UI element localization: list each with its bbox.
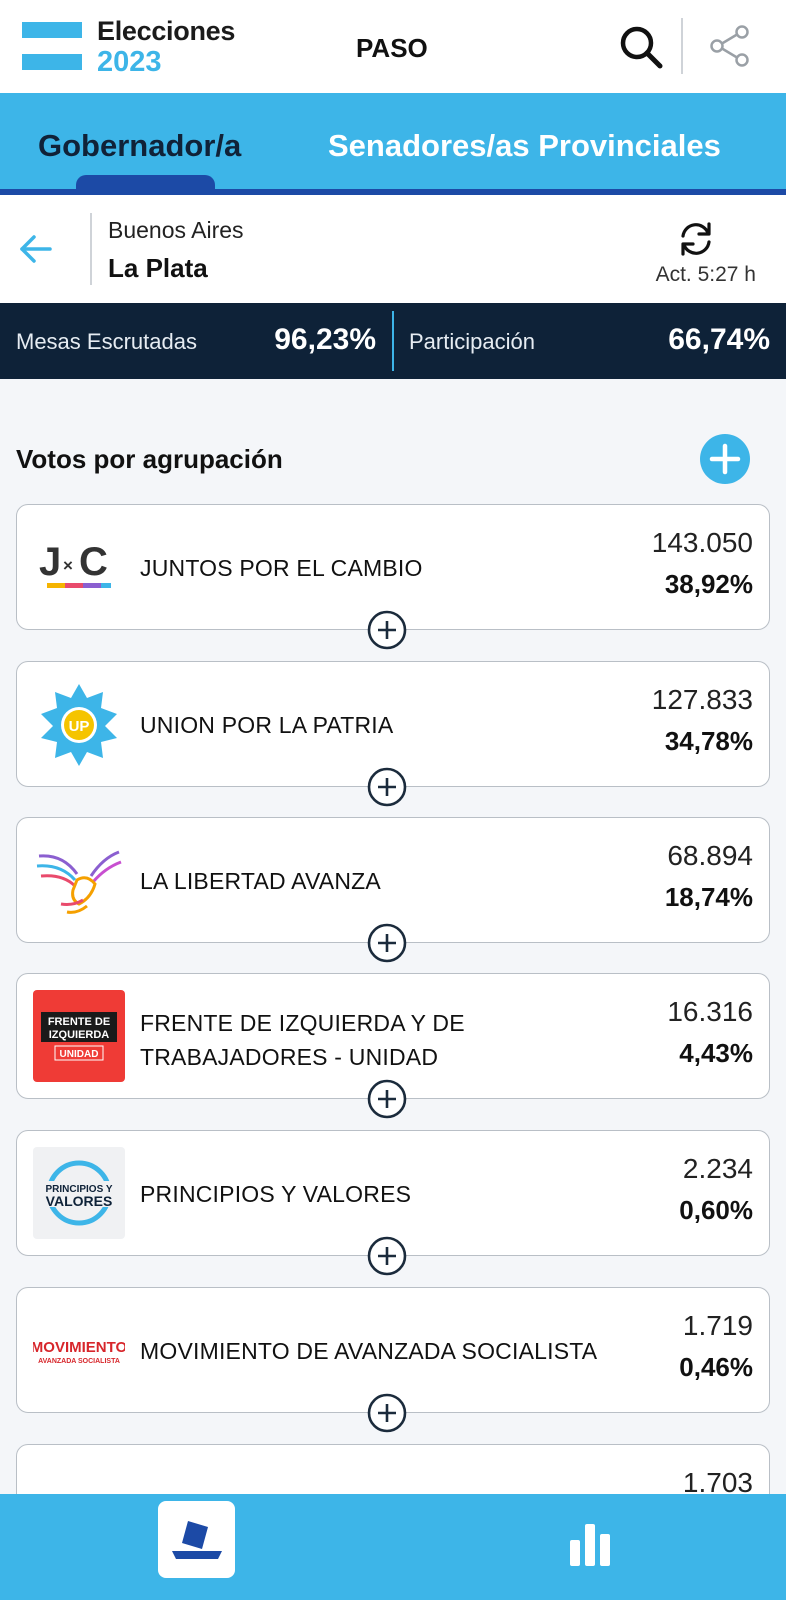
party-name: PRINCIPIOS Y VALORES: [140, 1181, 412, 1207]
svg-text:FRENTE DE: FRENTE DE: [48, 1016, 110, 1028]
party-votes: 68.894: [667, 840, 753, 871]
party-name: JUNTOS POR EL CAMBIO: [140, 555, 423, 581]
party-card[interactable]: FRENTE DE IZQUIERDA UNIDAD FRENTE DE IZQ…: [16, 973, 770, 1119]
party-votes: 1.703: [682, 1467, 753, 1498]
refresh-icon[interactable]: [676, 221, 716, 257]
svg-text:UP: UP: [69, 718, 90, 735]
movimiento-avanzada-socialista-logo: MOVIMIENTO AVANZADA SOCIALISTA: [33, 1339, 125, 1365]
province-label: Buenos Aires: [108, 217, 244, 243]
party-votes: 16.316: [667, 996, 753, 1027]
party-card[interactable]: PRINCIPIOS Y VALORES PRINCIPIOS Y VALORE…: [16, 1130, 770, 1276]
add-circle-icon[interactable]: [700, 434, 750, 484]
location-row: Buenos Aires La Plata Act. 5:27 h: [0, 195, 786, 303]
party-votes: 1.719: [682, 1310, 753, 1341]
tab-underline: [0, 189, 786, 195]
party-percentage: 38,92%: [664, 569, 753, 599]
expand-plus-icon[interactable]: [367, 923, 407, 963]
party-card[interactable]: LA LIBERTAD AVANZA 68.894 18,74%: [16, 817, 770, 963]
party-card[interactable]: UP UNION POR LA PATRIA 127.833 34,78%: [16, 661, 770, 807]
mesas-value: 96,23%: [274, 323, 376, 356]
brand-title: Elecciones: [97, 16, 236, 46]
party-name: UNION POR LA PATRIA: [140, 712, 394, 738]
nav-ballot-button[interactable]: [158, 1501, 235, 1578]
svg-text:VALORES: VALORES: [46, 1193, 113, 1209]
svg-text:MOVIMIENTO: MOVIMIENTO: [33, 1339, 125, 1356]
mesas-label: Mesas Escrutadas: [16, 329, 197, 354]
frente-de-izquierda-logo: FRENTE DE IZQUIERDA UNIDAD: [33, 990, 125, 1082]
stats-divider: [392, 311, 394, 371]
svg-text:UNIDAD: UNIDAD: [60, 1049, 99, 1060]
bar-chart-icon[interactable]: [566, 1520, 614, 1568]
svg-text:C: C: [79, 540, 108, 584]
party-name-line2: TRABAJADORES - UNIDAD: [140, 1044, 439, 1070]
last-updated: Act. 5:27 h: [655, 263, 756, 286]
share-icon[interactable]: [708, 24, 752, 68]
participacion-label: Participación: [409, 329, 535, 354]
expand-plus-icon[interactable]: [367, 1393, 407, 1433]
expand-plus-icon[interactable]: [367, 1079, 407, 1119]
back-arrow-icon[interactable]: [18, 231, 54, 267]
stats-bar: Mesas Escrutadas 96,23% Participación 66…: [0, 303, 786, 379]
juntos-por-el-cambio-logo: J × C: [39, 540, 111, 588]
party-card[interactable]: MOVIMIENTO AVANZADA SOCIALISTA MOVIMIENT…: [16, 1287, 770, 1433]
svg-text:×: ×: [63, 556, 73, 575]
tab-bar: Gobernador/a Senadores/as Provinciales: [0, 93, 786, 189]
expand-plus-icon[interactable]: [367, 767, 407, 807]
party-votes: 143.050: [651, 527, 753, 558]
brand-year: 2023: [97, 46, 162, 78]
bottom-navigation: [0, 1494, 786, 1600]
party-percentage: 0,46%: [679, 1352, 753, 1382]
union-por-la-patria-logo: UP: [41, 684, 117, 766]
party-votes: 2.234: [682, 1153, 753, 1184]
party-percentage: 34,78%: [664, 726, 753, 756]
tab-gobernador[interactable]: Gobernador/a: [38, 128, 242, 163]
section-title: Votos por agrupación: [16, 444, 283, 474]
search-icon[interactable]: [618, 24, 664, 70]
party-name: FRENTE DE IZQUIERDA Y DE: [140, 1010, 465, 1036]
argentina-flag-logo: [22, 22, 82, 70]
svg-text:AVANZADA SOCIALISTA: AVANZADA SOCIALISTA: [38, 1358, 120, 1365]
top-bar: Elecciones 2023 PASO: [0, 0, 786, 93]
tab-senadores[interactable]: Senadores/as Provinciales: [328, 128, 721, 163]
svg-text:J: J: [39, 540, 61, 584]
ballot-box-icon: [172, 1521, 222, 1559]
svg-text:IZQUIERDA: IZQUIERDA: [49, 1029, 110, 1041]
location-divider: [90, 213, 92, 285]
principios-y-valores-logo: PRINCIPIOS Y VALORES: [33, 1147, 125, 1239]
party-percentage: 18,74%: [664, 882, 753, 912]
expand-plus-icon[interactable]: [367, 610, 407, 650]
active-tab-indicator: [76, 175, 215, 189]
party-card[interactable]: J × C JUNTOS POR EL CAMBIO 143.050 38,92…: [16, 504, 770, 650]
party-name: LA LIBERTAD AVANZA: [140, 868, 381, 894]
la-libertad-avanza-eagle-logo: [36, 850, 122, 914]
header-divider: [681, 18, 683, 74]
party-percentage: 0,60%: [679, 1195, 753, 1225]
election-type: PASO: [356, 33, 428, 63]
party-percentage: 4,43%: [679, 1038, 753, 1068]
city-label: La Plata: [108, 253, 208, 283]
expand-plus-icon[interactable]: [367, 1236, 407, 1276]
participacion-value: 66,74%: [668, 323, 770, 356]
party-name: MOVIMIENTO DE AVANZADA SOCIALISTA: [140, 1338, 598, 1364]
party-votes: 127.833: [651, 684, 753, 715]
svg-text:PRINCIPIOS Y: PRINCIPIOS Y: [45, 1184, 112, 1195]
